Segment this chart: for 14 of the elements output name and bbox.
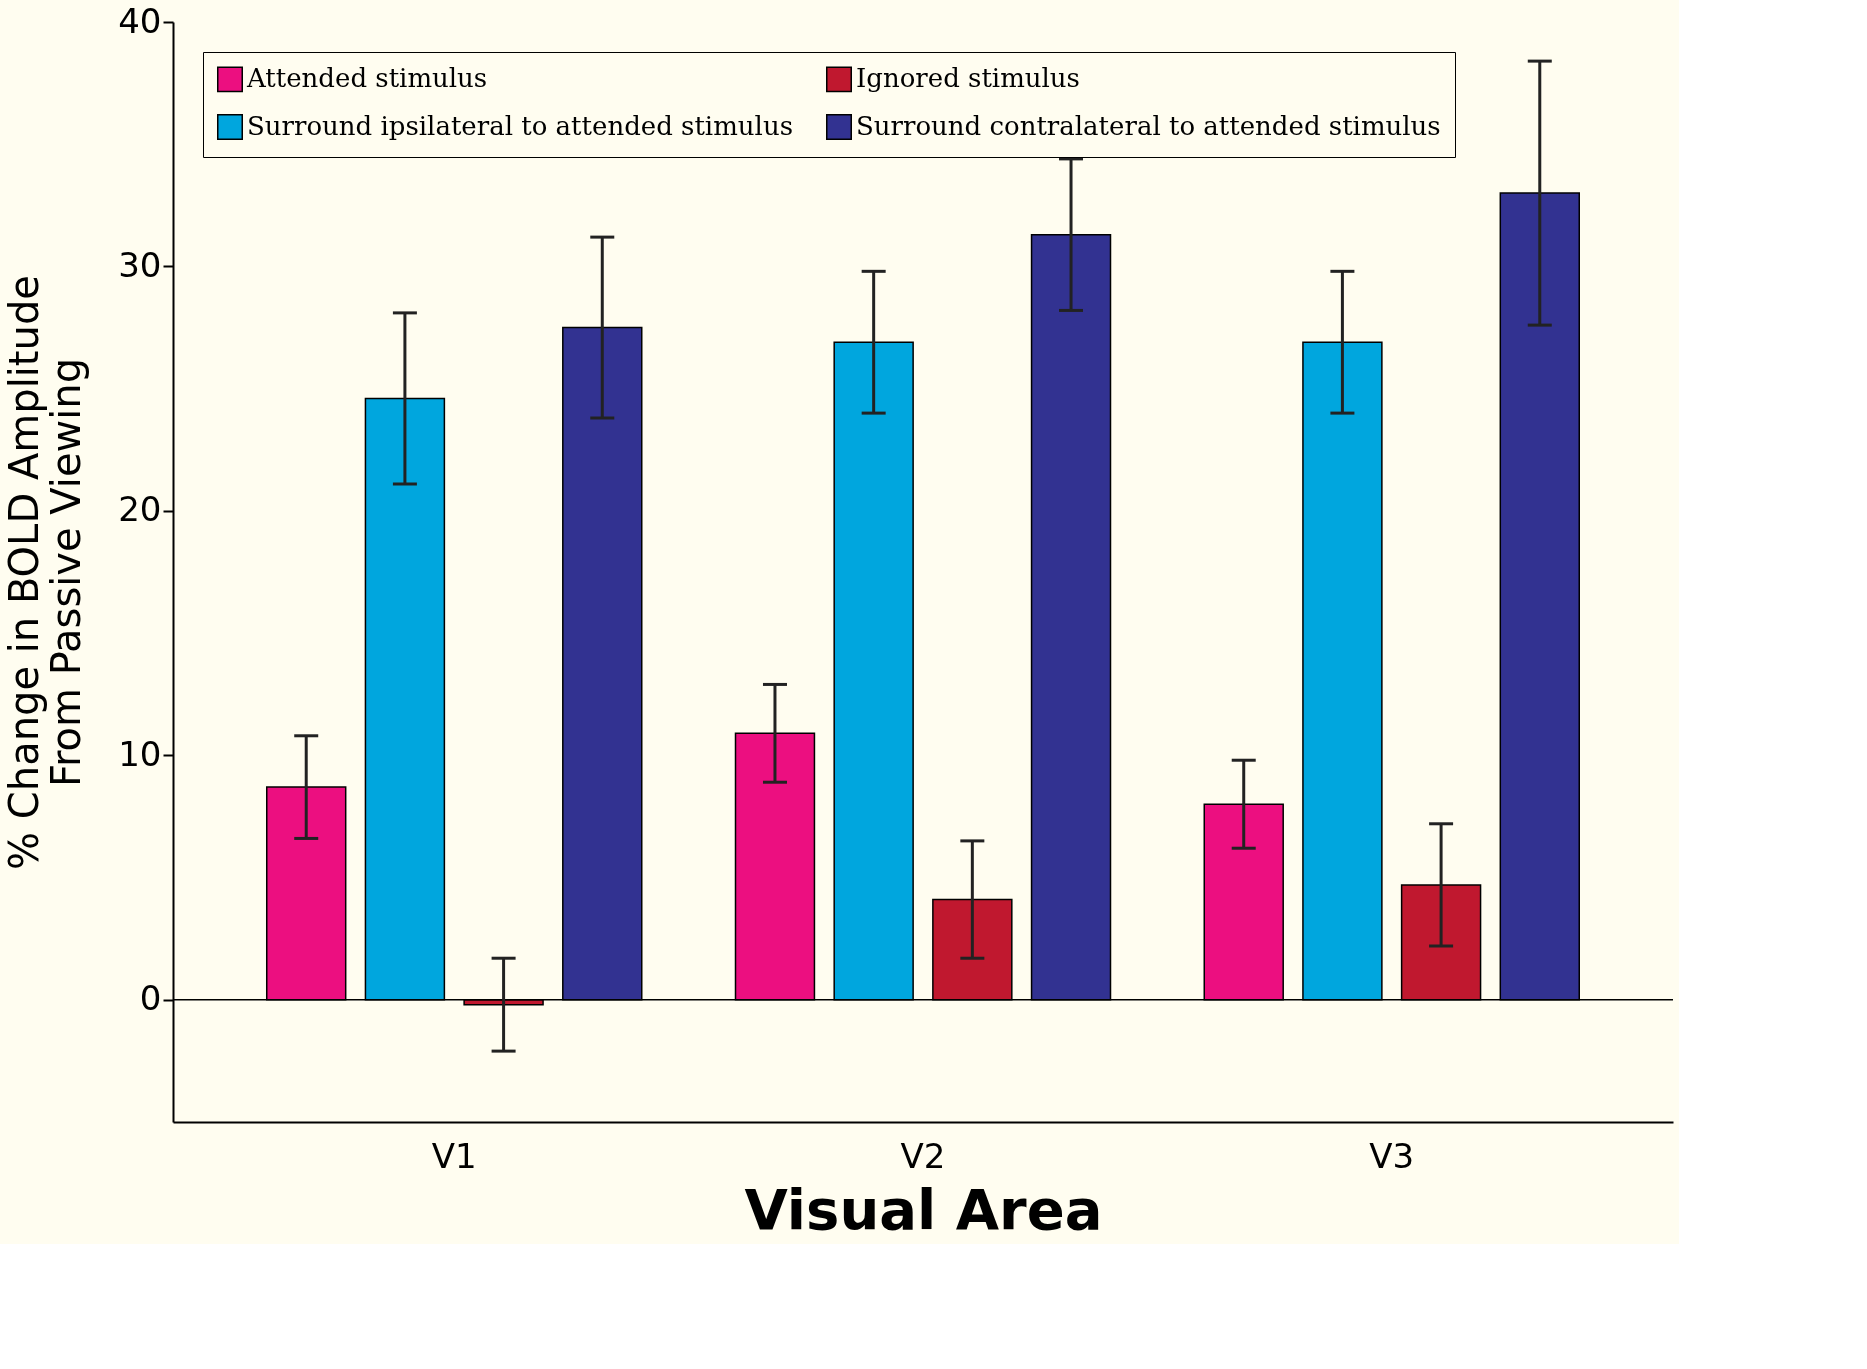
legend-label: Surround contralateral to attended stimulus xyxy=(856,111,1441,141)
y-axis-title: % Change in BOLD Amplitude From Passive Viewing xyxy=(1,275,90,870)
legend-label: Surround ipsilateral to attended stimulus xyxy=(247,111,793,141)
x-tick-label: V2 xyxy=(900,1135,946,1176)
legend-label: Ignored stimulus xyxy=(856,63,1080,94)
x-tick-label: V3 xyxy=(1369,1135,1415,1176)
y-tick-label: 30 xyxy=(118,244,162,285)
y-tick-label: 10 xyxy=(118,733,162,774)
y-tick-label: 40 xyxy=(118,0,162,41)
x-tick-label: V1 xyxy=(431,1135,477,1176)
y-tick-label: 20 xyxy=(118,489,162,530)
legend-label: Attended stimulus xyxy=(246,63,488,94)
y-tick-label: 0 xyxy=(139,978,162,1019)
x-axis-title: Visual Area xyxy=(744,1176,1103,1242)
